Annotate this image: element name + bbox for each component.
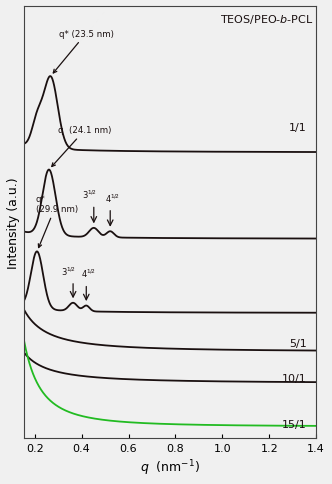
Text: 5/1: 5/1 [289,339,307,348]
Text: q* (23.5 nm): q* (23.5 nm) [53,30,114,74]
Text: 15/1: 15/1 [282,419,307,429]
Text: q  (24.1 nm): q (24.1 nm) [52,126,112,167]
Text: TEOS/PEO-$b$-PCL: TEOS/PEO-$b$-PCL [220,14,313,26]
Text: $3^{1\!/\!2}$: $3^{1\!/\!2}$ [82,188,96,201]
Text: $3^{1\!/\!2}$: $3^{1\!/\!2}$ [61,265,76,277]
Y-axis label: Intensity (a.u.): Intensity (a.u.) [7,177,20,269]
Text: q*
(29.9 nm): q* (29.9 nm) [36,194,78,248]
X-axis label: $q$  (nm$^{-1}$): $q$ (nm$^{-1}$) [140,457,200,477]
Text: 1/1: 1/1 [289,122,307,133]
Text: $4^{1\!/\!2}$: $4^{1\!/\!2}$ [105,192,120,204]
Text: 10/1: 10/1 [282,373,307,383]
Text: $4^{1\!/\!2}$: $4^{1\!/\!2}$ [81,268,96,280]
